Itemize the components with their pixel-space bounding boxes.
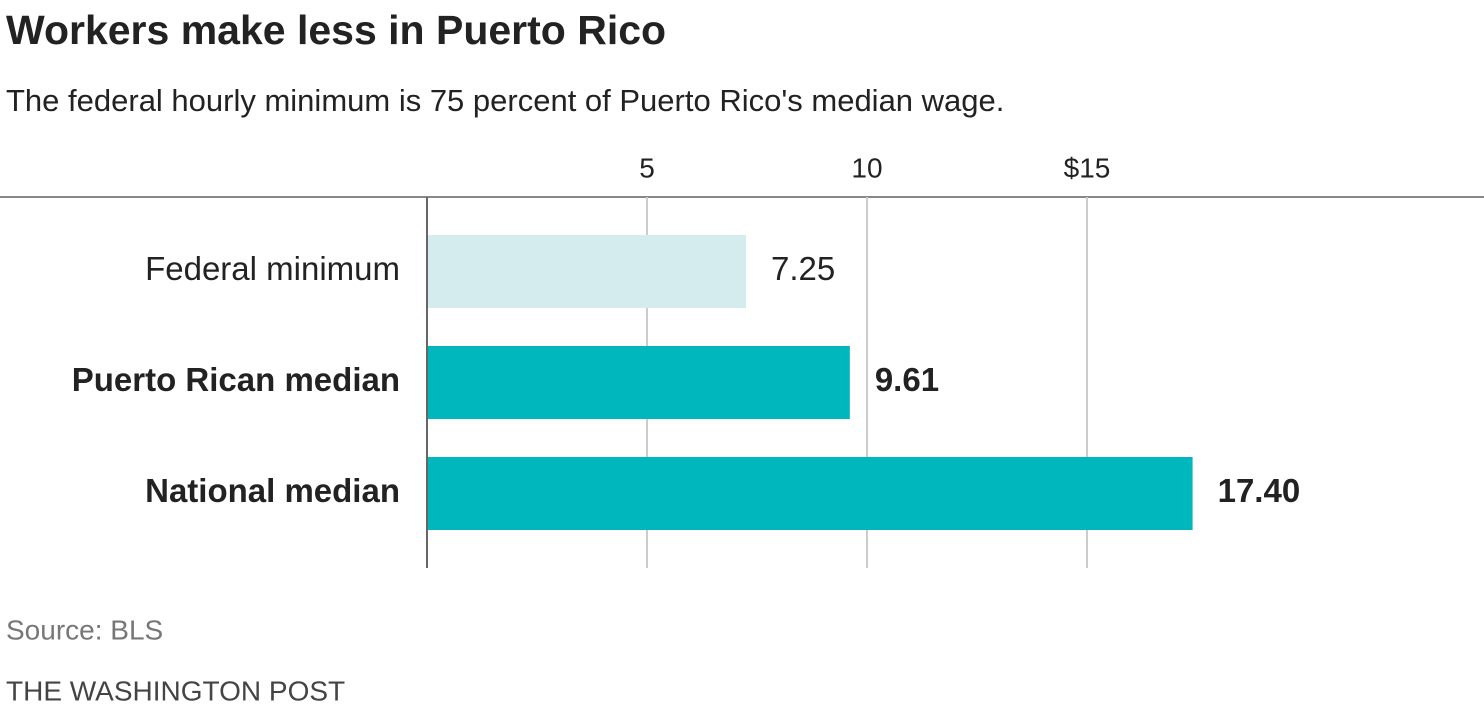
x-tick-label: 5 — [639, 152, 655, 183]
category-label: Federal minimum — [145, 250, 400, 287]
source: Source: BLS — [6, 614, 163, 645]
bar — [427, 457, 1193, 530]
value-label: 9.61 — [875, 361, 939, 398]
value-label: 17.40 — [1218, 472, 1301, 509]
bar — [427, 235, 746, 308]
chart-title: Workers make less in Puerto Rico — [6, 7, 666, 53]
bar — [427, 346, 850, 419]
x-tick-label: $15 — [1064, 152, 1111, 183]
x-tick-label: 10 — [851, 152, 882, 183]
credit: THE WASHINGTON POST — [6, 675, 345, 706]
category-label: National median — [145, 472, 400, 509]
value-label: 7.25 — [771, 250, 835, 287]
category-label: Puerto Rican median — [72, 361, 400, 398]
chart-subtitle: The federal hourly minimum is 75 percent… — [6, 83, 1004, 118]
